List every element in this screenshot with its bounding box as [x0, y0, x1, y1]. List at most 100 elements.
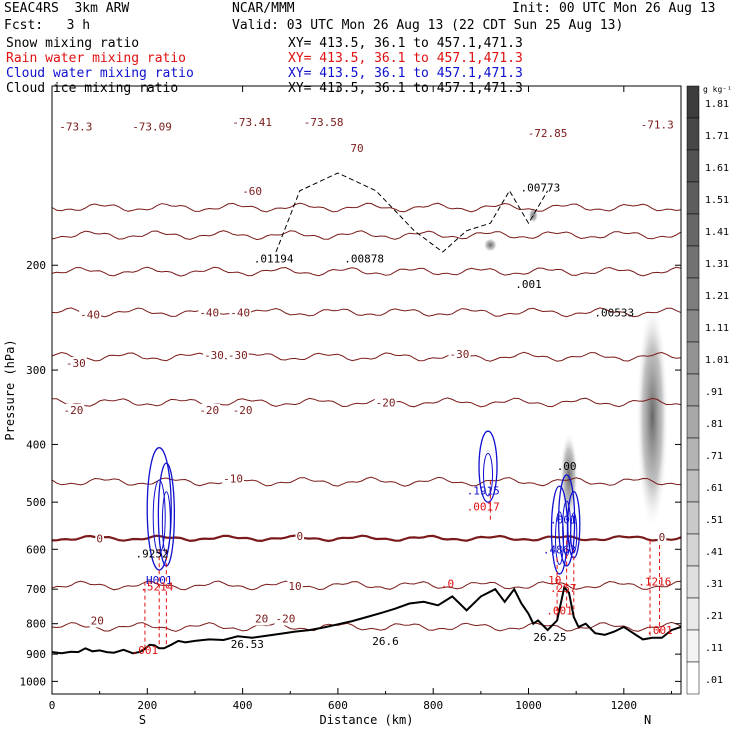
label-background — [231, 403, 254, 417]
extremum-label: 10 — [548, 574, 561, 587]
extremum-label: .00533 — [594, 306, 634, 319]
label-background — [349, 141, 365, 155]
isotherm-line — [51, 580, 682, 591]
label-background — [241, 184, 264, 198]
colorbar-label: .41 — [705, 547, 723, 558]
y-tick-label: 700 — [26, 583, 46, 596]
y-tick-label: 600 — [26, 543, 46, 556]
temperature-label: 20 — [255, 612, 268, 625]
model-title: SEAC4RS 3km ARW — [4, 1, 130, 16]
extremum-label: .001 — [546, 604, 573, 617]
colorbar-swatch — [686, 533, 700, 567]
temperature-label: 0 — [296, 530, 303, 543]
field-label-cloud-ice: Cloud ice mixing ratio — [6, 81, 179, 96]
extremum-label: .00878 — [344, 253, 384, 266]
y-tick-label: 300 — [26, 364, 46, 377]
field-xy-rain: XY= 413.5, 36.1 to 457.1,471.3 — [288, 51, 523, 66]
cloud-water-contour — [146, 447, 172, 571]
label-background — [64, 357, 87, 371]
extremum-label: .5214 — [140, 581, 173, 594]
temperature-label: -10 — [223, 472, 243, 485]
colorbar-swatch — [686, 661, 700, 695]
colorbar: 1.81 1.71 1.61 1.51 1.41 1.31 1.21 1.11 1.01 .91.… — [686, 85, 732, 695]
label-background — [222, 472, 245, 486]
extremum-label: .001 — [132, 644, 159, 657]
temperature-label: -30 — [66, 357, 86, 370]
extremum-label: .4863 — [543, 543, 576, 556]
temperature-label: -73.09 — [132, 121, 172, 134]
temperature-label: 10 — [288, 580, 301, 593]
label-background — [254, 612, 270, 626]
extremum-label: .00773 — [521, 181, 561, 194]
label-background — [89, 614, 105, 628]
colorbar-swatch — [686, 437, 700, 471]
extremum-label: .01194 — [254, 253, 294, 266]
colorbar-swatch — [686, 309, 700, 343]
isotherm-line — [51, 307, 682, 318]
isotherm-line — [51, 202, 682, 213]
label-background — [374, 396, 397, 410]
temperature-label: -30 — [449, 348, 469, 361]
colorbar-label: .21 — [705, 611, 723, 622]
temperature-label: -20 — [376, 396, 396, 409]
cloud-water-contour — [478, 430, 498, 503]
colorbar-swatch — [686, 341, 700, 375]
field-label-snow: Snow mixing ratio — [6, 36, 140, 51]
x-tick-label: 1000 — [515, 699, 542, 712]
extremum-label: .001 — [550, 514, 577, 527]
colorbar-label: 1.21 — [705, 291, 729, 302]
x-tick-label: 400 — [233, 699, 253, 712]
label-background — [639, 118, 675, 132]
colorbar-swatch — [686, 597, 700, 631]
temperature-label: -30 — [204, 349, 224, 362]
colorbar-swatch — [686, 405, 700, 439]
colorbar-swatch — [686, 149, 700, 183]
label-background — [203, 348, 225, 362]
colorbar-label: 1.61 — [705, 163, 729, 174]
isotherm-line — [51, 230, 682, 241]
terrain — [51, 585, 682, 655]
colorbar-swatch — [686, 501, 700, 535]
temperature-label: -20 — [64, 404, 84, 417]
colorbar-swatch — [686, 181, 700, 215]
field-xy-cloud-ice: XY= 413.5, 36.1 to 457.1,471.3 — [288, 81, 523, 96]
temperature-label: -20 — [233, 404, 253, 417]
colorbar-swatch — [686, 629, 700, 663]
temperature-label: -30 — [228, 349, 248, 362]
isotherm-line — [51, 397, 682, 408]
extremum-label: 26.53 — [231, 638, 264, 651]
colorbar-swatch — [686, 213, 700, 247]
colorbar-swatch — [686, 85, 700, 119]
label-background — [295, 530, 305, 544]
cloud-water-contour — [483, 452, 494, 497]
x-tick-label: 600 — [328, 699, 348, 712]
colorbar-label: .91 — [705, 387, 723, 398]
extremum-label: H001 — [146, 574, 173, 587]
init-time: Init: 00 UTC Mon 26 Aug 13 — [512, 1, 716, 16]
label-background — [95, 532, 104, 546]
forecast-hour: Fcst: 3 h — [4, 18, 91, 33]
x-tick-label: 0 — [49, 699, 56, 712]
y-tick-label: 500 — [26, 496, 46, 509]
terrain-line — [51, 585, 682, 655]
valid-time: Valid: 03 UTC Mon 26 Aug 13 (22 CDT Sun … — [232, 18, 624, 33]
plot-frame — [51, 85, 682, 695]
label-background — [287, 580, 303, 594]
colorbar-label: .81 — [705, 419, 723, 430]
colorbar-label: .01 — [705, 675, 723, 686]
y-axis-title: Pressure (hPa) — [3, 339, 17, 440]
isotherms — [51, 202, 682, 632]
temperature-label: -73.58 — [304, 116, 344, 129]
endpoint-right-label: N — [644, 713, 651, 727]
temperature-label: 70 — [350, 142, 363, 155]
isotherm-line — [51, 351, 682, 362]
field-label-rain: Rain water mixing ratio — [6, 51, 187, 66]
y-tick-label: 800 — [26, 618, 46, 631]
colorbar-label: 1.51 — [705, 195, 729, 206]
label-background — [229, 306, 252, 320]
x-tick-label: 800 — [423, 699, 443, 712]
org-label: NCAR/MMM — [232, 1, 295, 16]
colorbar-label: .31 — [705, 579, 723, 590]
axes: 0 200 400 600 800 1000 12002003004005006007008… — [3, 86, 681, 727]
